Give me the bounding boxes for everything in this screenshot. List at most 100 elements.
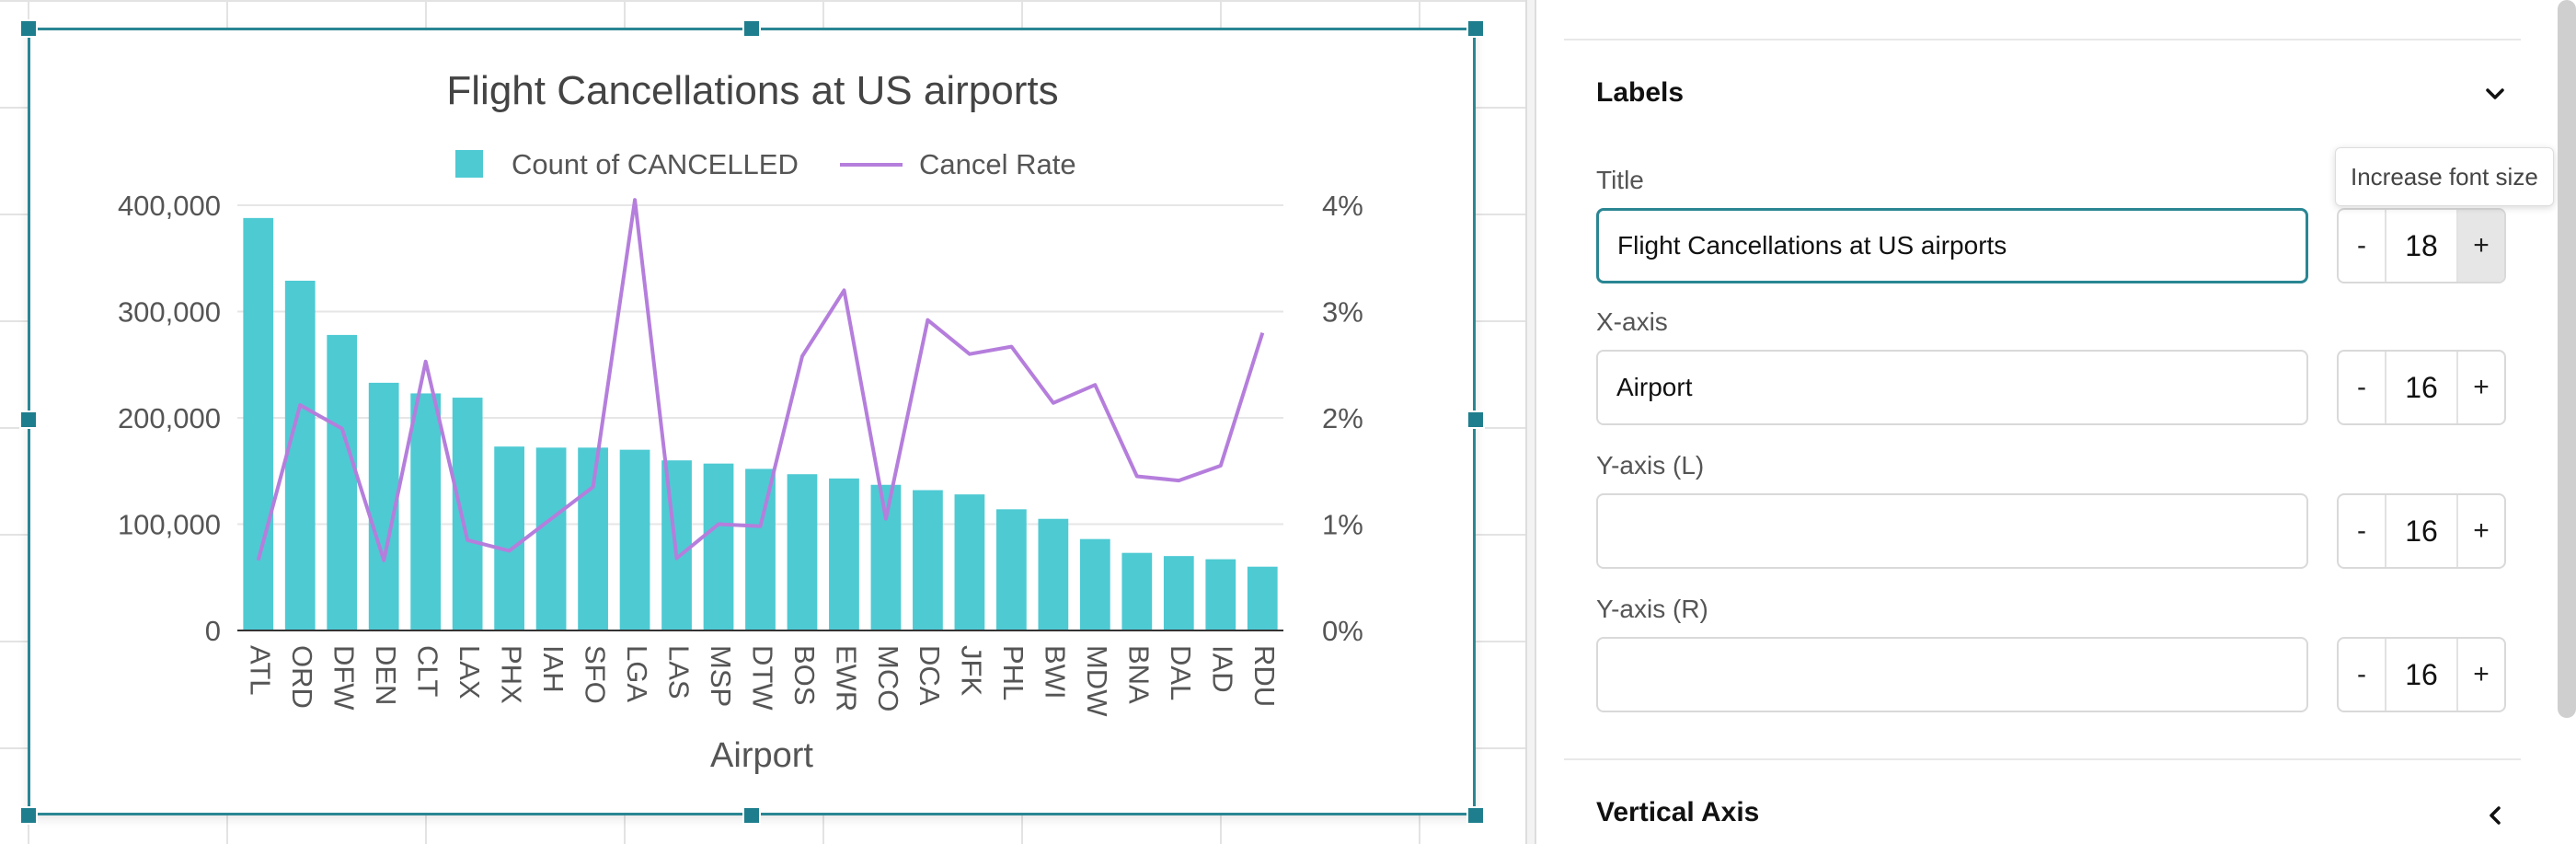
chart-settings-panel: Labels Title - 18 + Increase font size X… [1536, 0, 2576, 844]
legend-label-bars: Count of CANCELLED [512, 148, 799, 180]
x-tick-label: ATL [245, 645, 277, 696]
x-tick-label: DFW [328, 645, 361, 711]
panel-top-divider [1564, 39, 2521, 40]
bar-iad [1205, 559, 1236, 630]
xaxis-font-decrease-button[interactable]: - [2339, 352, 2386, 423]
bar-dal [1163, 556, 1194, 630]
bar-bwi [1038, 518, 1069, 630]
x-tick-label: LAS [662, 645, 695, 699]
resize-handle-top[interactable] [742, 19, 761, 38]
xaxis-font-increase-button[interactable]: + [2456, 352, 2504, 423]
y-right-tick-label: 4% [1322, 190, 1363, 222]
y-right-tick-label: 2% [1322, 402, 1363, 434]
bar-phx [494, 446, 524, 630]
bar-clt [410, 393, 442, 630]
xaxis-font-size-stepper: - 16 + [2337, 350, 2506, 425]
bar-dtw [745, 468, 776, 630]
resize-handle-bottom-right[interactable] [1466, 806, 1485, 825]
yaxis-left-font-increase-button[interactable]: + [2456, 495, 2504, 567]
bar-dfw [327, 334, 358, 630]
title-font-size-value[interactable]: 18 [2405, 228, 2438, 262]
bar-atl [243, 217, 274, 631]
x-tick-label: BWI [1040, 645, 1072, 699]
panel-scrollbar[interactable] [2558, 0, 2576, 718]
x-tick-label: IAH [537, 645, 569, 693]
x-tick-label: ORD [286, 645, 318, 709]
yaxis-left-title-input[interactable] [1596, 493, 2308, 569]
bar-jfk [954, 494, 985, 630]
y-left-tick-label: 0 [205, 615, 221, 647]
x-tick-label: MCO [872, 645, 904, 711]
x-axis-title: Airport [710, 736, 813, 775]
yaxis-right-field-label: Y-axis (R) [1596, 595, 1708, 623]
resize-handle-bottom[interactable] [742, 806, 761, 825]
x-tick-label: PHX [495, 645, 527, 704]
x-tick-label: LAX [454, 645, 486, 699]
bar-mco [870, 484, 902, 630]
bar-ewr [829, 478, 859, 630]
panel-divider [1525, 0, 1536, 844]
x-tick-label: IAD [1207, 645, 1239, 693]
y-left-tick-label: 300,000 [118, 296, 221, 329]
xaxis-font-size-value[interactable]: 16 [2405, 370, 2438, 404]
resize-handle-top-right[interactable] [1466, 19, 1485, 38]
x-tick-label: MDW [1081, 645, 1113, 717]
chevron-down-icon[interactable] [2478, 77, 2512, 110]
bar-dca [913, 490, 943, 630]
y-right-tick-label: 3% [1322, 296, 1363, 329]
x-tick-label: SFO [579, 645, 611, 704]
x-tick-label: JFK [956, 645, 988, 696]
x-tick-label: DTW [746, 645, 778, 711]
bar-bos [787, 474, 818, 630]
x-tick-label: DCA [914, 645, 946, 706]
chart-title: Flight Cancellations at US airports [446, 68, 1058, 113]
chart-object[interactable]: Flight Cancellations at US airports Count… [28, 28, 1476, 815]
y-right-tick-label: 0% [1322, 615, 1363, 647]
x-tick-label: MSP [705, 645, 737, 707]
y-left-tick-label: 200,000 [118, 402, 221, 434]
resize-handle-bottom-left[interactable] [19, 806, 38, 825]
yaxis-left-field-label: Y-axis (L) [1596, 451, 1705, 480]
yaxis-right-title-input[interactable] [1596, 637, 2308, 712]
legend-swatch-bars [455, 150, 483, 178]
yaxis-right-font-size-value[interactable]: 16 [2405, 657, 2438, 691]
bar-rdu [1247, 566, 1278, 630]
bar-ord [284, 281, 316, 630]
y-left-tick-label: 100,000 [118, 509, 221, 541]
yaxis-right-font-decrease-button[interactable]: - [2339, 639, 2386, 711]
yaxis-right-font-size-stepper: - 16 + [2337, 637, 2506, 712]
yaxis-left-font-size-stepper: - 16 + [2337, 493, 2506, 569]
resize-handle-left[interactable] [19, 410, 38, 429]
xaxis-field-label: X-axis [1596, 307, 1668, 336]
x-tick-label: BNA [1123, 645, 1156, 704]
bar-msp [703, 463, 734, 630]
x-tick-label: PHL [997, 645, 1029, 700]
resize-handle-top-left[interactable] [19, 19, 38, 38]
x-tick-label: EWR [830, 645, 862, 711]
yaxis-left-font-size-value[interactable]: 16 [2405, 514, 2438, 548]
bar-phl [996, 509, 1027, 630]
bar-iah [535, 447, 567, 630]
y-left-tick-label: 400,000 [118, 190, 221, 222]
increase-font-size-tooltip: Increase font size [2335, 147, 2554, 206]
x-tick-label: RDU [1248, 645, 1281, 707]
x-tick-label: DEN [370, 645, 402, 705]
title-font-increase-button[interactable]: + [2456, 210, 2504, 282]
yaxis-right-font-increase-button[interactable]: + [2456, 639, 2504, 711]
x-tick-label: DAL [1165, 645, 1197, 700]
yaxis-left-font-decrease-button[interactable]: - [2339, 495, 2386, 567]
x-tick-label: BOS [788, 645, 821, 705]
legend-label-line: Cancel Rate [919, 148, 1076, 180]
title-input[interactable] [1596, 208, 2308, 283]
chevron-left-icon[interactable] [2478, 799, 2512, 832]
x-tick-label: CLT [411, 645, 443, 697]
bar-bna [1121, 552, 1153, 630]
title-font-decrease-button[interactable]: - [2339, 210, 2386, 282]
y-right-tick-label: 1% [1322, 509, 1363, 541]
xaxis-title-input[interactable] [1596, 350, 2308, 425]
vertical-axis-section-header[interactable]: Vertical Axis [1596, 797, 1760, 827]
labels-section-header[interactable]: Labels [1596, 77, 1685, 108]
bar-mdw [1079, 538, 1110, 630]
resize-handle-right[interactable] [1466, 410, 1485, 429]
cancel-rate-line [256, 198, 1265, 562]
